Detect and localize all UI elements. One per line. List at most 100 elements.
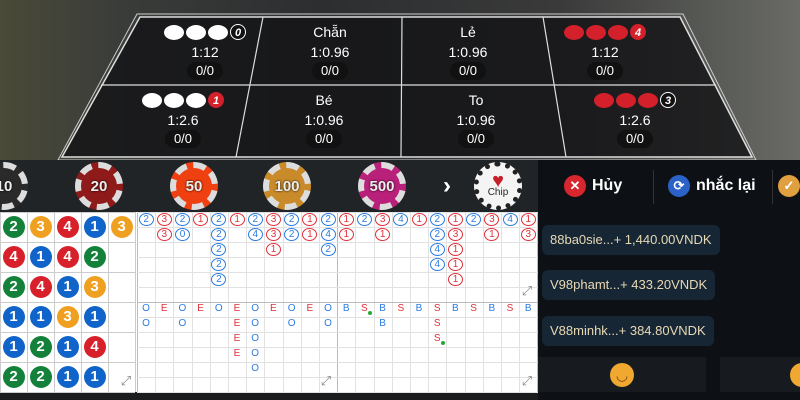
trend-result: S (433, 333, 441, 344)
trend-result: B (488, 303, 496, 314)
bead-result: 2 (2, 216, 25, 238)
bead-result: 4 (29, 276, 52, 298)
trend-result: S (433, 303, 441, 314)
trend-result: E (160, 303, 168, 314)
trend-result: E (233, 333, 241, 344)
close-icon: ✕ (564, 175, 586, 197)
bet-odds: 1:0.96 (310, 44, 350, 60)
bead-result: 1 (83, 366, 106, 388)
confirm-button[interactable]: ✓ (778, 165, 800, 207)
bet-cell[interactable]: To 1:0.96 0/0 (416, 90, 536, 148)
trend-result: E (306, 303, 314, 314)
big-road-result: 2 (320, 243, 336, 256)
expand-icon[interactable]: ⤢ (120, 373, 132, 388)
bead-result: 3 (29, 216, 52, 238)
big-road-result: 3 (375, 213, 391, 226)
dice-number: 0 (230, 24, 246, 40)
bead-result: 3 (83, 276, 106, 298)
big-road-result: 1 (302, 228, 318, 241)
bet-label: Chẵn (313, 24, 347, 40)
dice-dot-icon (208, 24, 228, 40)
bet-cell[interactable]: Chẵn 1:0.96 0/0 (270, 22, 390, 80)
big-road-result: 1 (266, 243, 281, 256)
chip-500[interactable]: 500 (358, 162, 406, 210)
big-road-result: 2 (466, 213, 482, 226)
bet-cell[interactable]: 1 1:2.6 0/0 (123, 90, 243, 148)
trend-result: B (415, 303, 423, 314)
bet-count: 0/0 (186, 62, 224, 80)
bet-odds: 1:0.96 (448, 44, 488, 60)
big-road-result: 3 (484, 213, 500, 226)
bet-cell[interactable]: Lẻ 1:0.96 0/0 (408, 22, 528, 80)
new-result-dot (368, 311, 373, 315)
bet-cell[interactable]: 4 1:12 0/0 (545, 22, 665, 80)
expand-icon[interactable]: ⤢ (521, 373, 533, 388)
big-road-result: 1 (484, 228, 500, 241)
emoji-button[interactable]: • (720, 357, 800, 392)
dice-dot-icon (608, 24, 628, 40)
trend-result: O (142, 303, 150, 314)
heart-icon: ♥ (492, 170, 504, 192)
big-road-result: 2 (211, 213, 227, 226)
expand-icon[interactable]: ⤢ (521, 283, 533, 298)
big-road-result: 1 (338, 228, 354, 241)
dice-indicator: 4 (545, 22, 665, 42)
big-road-result: 2 (357, 213, 372, 226)
big-road-result: 3 (266, 228, 281, 241)
big-road-result: 2 (211, 228, 227, 241)
trend-result: B (379, 303, 386, 314)
repeat-button[interactable]: ⟳ nhắc lại (668, 165, 756, 207)
chip-10[interactable]: 10 (0, 162, 28, 210)
dice-indicator: 0 (145, 22, 265, 42)
trend-result: S (470, 303, 477, 314)
trend-result: S (397, 303, 405, 314)
dice-number: 1 (208, 92, 224, 108)
bet-cell[interactable]: Bé 1:0.96 0/0 (264, 90, 384, 148)
bet-cell[interactable]: 3 1:2.6 0/0 (575, 90, 695, 148)
bet-odds: 1:12 (591, 44, 619, 60)
big-road-result: 0 (175, 228, 190, 241)
trend-result: O (178, 303, 187, 314)
big-road-result: 4 (429, 243, 445, 256)
chip-menu-button[interactable]: ♥ Chip (474, 162, 522, 210)
cancel-button[interactable]: ✕ Hủy (564, 165, 622, 207)
big-road-result: 1 (229, 213, 245, 226)
big-road-result: 4 (247, 228, 263, 241)
bead-result: 4 (56, 246, 79, 268)
bet-cell[interactable]: 0 1:12 0/0 (145, 22, 265, 80)
chip-100[interactable]: 100 (263, 162, 311, 210)
trend-result: O (324, 303, 332, 314)
new-result-dot (441, 341, 446, 345)
dice-dot-icon (142, 92, 162, 108)
big-road-result: 4 (393, 213, 409, 226)
bet-odds: 1:12 (191, 44, 219, 60)
big-road-result: 2 (211, 273, 227, 286)
bet-count: 0/0 (449, 62, 487, 80)
big-road-result: 1 (193, 213, 209, 226)
win-message: 88ba0sie...+ 1,440.00VNDK (542, 225, 720, 255)
trend-result: O (251, 363, 260, 374)
bet-odds: 1:0.96 (456, 112, 496, 128)
chip-50[interactable]: 50 (170, 162, 218, 210)
big-road-result: 2 (211, 243, 227, 256)
big-road-result: 1 (448, 273, 463, 286)
refresh-icon: ⟳ (668, 175, 690, 197)
bead-result: 2 (29, 336, 52, 358)
big-road-result: 1 (448, 243, 463, 256)
chip-next-arrow-icon[interactable]: › (443, 172, 451, 199)
dice-dot-icon (586, 24, 606, 40)
bead-result: 1 (83, 306, 106, 328)
bet-label: Bé (315, 92, 333, 108)
emoji-button[interactable]: ◡ (538, 357, 706, 392)
big-road-result: 2 (284, 228, 300, 241)
trend-result: S (506, 303, 514, 314)
big-road-result: 2 (284, 213, 300, 226)
dice-dot-icon (594, 92, 614, 108)
trend-result: E (270, 303, 277, 314)
chip-20[interactable]: 20 (75, 162, 123, 210)
bead-result: 1 (29, 246, 52, 268)
dice-dot-icon (186, 92, 206, 108)
expand-icon[interactable]: ⤢ (320, 373, 332, 388)
big-road-result: 2 (320, 213, 336, 226)
bead-result: 1 (29, 306, 52, 328)
